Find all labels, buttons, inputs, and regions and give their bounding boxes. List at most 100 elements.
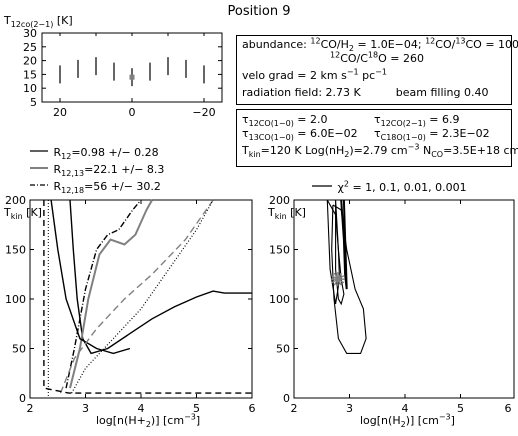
abundance-line: abundance: 12CO/H2 = 1.0E−04; 12CO/13CO … [242, 36, 518, 54]
right-ytick-label: 200 [269, 194, 290, 207]
chi-legend: χ2 = 1, 0.1, 0.01, 0.001 [312, 179, 467, 194]
spectrum-ytick-label: 20 [23, 55, 37, 68]
legend-item-r12: R12=0.98 +/− 0.28 [30, 146, 164, 163]
legend-label-r1213: R [53, 163, 62, 176]
left-plot-series-3 [50, 199, 131, 355]
chi-legend-line [312, 185, 332, 187]
c18o-line: 12CO/C18O = 260 [330, 50, 424, 65]
parameter-box: abundance: 12CO/H2 = 1.0E−04; 12CO/13CO … [236, 35, 518, 105]
left-ylabel: Tkin [K] [4, 206, 42, 222]
spectrum-ytick-label: 10 [23, 82, 37, 95]
left-xtick-label: 2 [27, 402, 34, 415]
beam-filling: beam filling 0.40 [395, 86, 489, 99]
legend-line-solid-black [30, 150, 48, 152]
iso-12c: 12 [330, 50, 341, 60]
left-plot-series-6 [43, 200, 252, 394]
right-ytick-label: 150 [269, 244, 290, 257]
legend-value-r1213: =22.1 +/− 8.3 [84, 163, 165, 176]
co-h2-value: = 1.0E−04; [354, 38, 422, 51]
left-ylabel-sub: kin [10, 212, 23, 222]
right-contour-0_001 [340, 199, 348, 290]
velo-grad: velo grad = 2 km s [242, 69, 347, 82]
left-xtick-label: 3 [82, 402, 89, 415]
spectrum-xtick-label: 20 [53, 106, 67, 119]
legend-value-r12: =0.98 +/− 0.28 [71, 146, 159, 159]
left-xtick-label: 4 [138, 402, 145, 415]
right-ylabel: Tkin [K] [268, 206, 306, 222]
tau-c18o-10-value: = 2.3E−02 [425, 127, 490, 140]
right-xlabel-end: )] [cm [405, 414, 439, 427]
right-contour-0_01 [335, 199, 345, 306]
velo-unit: pc [358, 69, 376, 82]
right-ytick-label: 100 [269, 293, 290, 306]
legend-label-r1218: R [53, 180, 62, 193]
left-ylabel-main: T [4, 206, 11, 219]
nco-label: N [422, 144, 432, 157]
figure-title: Position 9 [227, 4, 291, 19]
spectrum-ytick-label: 30 [23, 27, 37, 40]
spectrum-ytick-label: 25 [23, 41, 37, 54]
iso-12b: 12 [425, 36, 436, 46]
lognh2-label: Log(nH [305, 144, 345, 157]
right-xtick-label: 5 [457, 402, 464, 415]
left-xlabel-plus: + [136, 414, 146, 427]
co-c18o-value: = 260 [386, 52, 424, 65]
left-ylabel-unit: [K] [22, 206, 42, 219]
left-xlabel-main: log[n(H [96, 414, 137, 427]
spectrum-xtick-label: −20 [192, 106, 215, 119]
legend-item-r1213: R12,13=22.1 +/− 8.3 [30, 163, 164, 180]
left-xlabel-end: )] [cm [150, 414, 185, 427]
spectrum-ylabel-unit: [K] [56, 14, 73, 27]
chi-power: 2 [343, 179, 349, 189]
radiation-line: radiation field: 2.73 K beam filling 0.4… [242, 86, 506, 100]
radiation-field: radiation field: 2.73 K [242, 86, 361, 99]
nco-value: =3.5E+18 cm [443, 144, 518, 157]
spectrum-ytick-label: 15 [23, 68, 37, 81]
right-ytick-label: 0 [283, 392, 290, 405]
velo-grad-line: velo grad = 2 km s−1 pc−1 [242, 67, 387, 82]
tau-12co-10-value: = 2.0 [293, 113, 328, 126]
left-plot-series-5 [71, 199, 214, 394]
right-ytick-label: 50 [276, 343, 290, 356]
right-xtick-label: 4 [402, 402, 409, 415]
abundance-label: abundance: [242, 38, 307, 51]
tkin-value: =120 K [260, 144, 302, 157]
left-xtick-label: 5 [193, 402, 200, 415]
right-ylabel-unit: [K] [286, 206, 306, 219]
legend-value-r1218: =56 +/− 30.2 [84, 180, 161, 193]
result-box: τ12CO(1−0) = 2.0 τ12CO(2−1) = 6.9 τ13CO(1… [236, 109, 518, 167]
legend-sub-r1213: 12,13 [61, 169, 85, 179]
legend-line-solid-gray [30, 167, 48, 169]
iso-18: 18 [367, 50, 379, 60]
legend-sub-r12: 12 [61, 152, 72, 162]
nco-sub: CO [431, 150, 444, 160]
spectrum-ytick-label: 5 [30, 96, 37, 109]
left-xtick-label: 6 [249, 402, 256, 415]
legend-sub-r1218: 12,18 [61, 186, 85, 196]
right-xtick-label: 2 [291, 402, 298, 415]
spectrum-ylabel-sub: 12co(2−1) [10, 20, 54, 30]
right-ylabel-sub: kin [274, 212, 287, 222]
left-plot-series-0 [69, 199, 252, 355]
spectrum-ylabel-main: T [4, 14, 11, 27]
co-h2-label: CO/H [320, 38, 349, 51]
right-ylabel-main: T [268, 206, 275, 219]
left-ytick-label: 100 [5, 293, 26, 306]
right-xlabel-main: log[n(H [360, 414, 401, 427]
right-xtick-label: 6 [505, 402, 512, 415]
left-plot-series-1 [69, 199, 153, 389]
iso-13: 13 [455, 36, 466, 46]
ratio-legend: R12=0.98 +/− 0.28 R12,13=22.1 +/− 8.3 R1… [30, 146, 164, 197]
legend-line-dashdot [30, 184, 48, 186]
left-plot-frame [29, 199, 253, 399]
left-ytick-label: 200 [5, 194, 26, 207]
tau-row-1: τ12CO(1−0) = 2.0 τ12CO(2−1) = 6.9 [242, 113, 460, 129]
tkin-row: Tkin=120 K Log(nH2)=2.79 cm−3 NCO=3.5E+1… [242, 143, 518, 160]
tau-13co-10-value: = 6.0E−02 [293, 127, 358, 140]
tau-row-2: τ13CO(1−0) = 6.0E−02 τC18O(1−0) = 2.3E−02 [242, 127, 490, 143]
spectrum-marker [129, 74, 135, 80]
right-plot-frame [293, 199, 515, 399]
left-ytick-label: 150 [5, 244, 26, 257]
